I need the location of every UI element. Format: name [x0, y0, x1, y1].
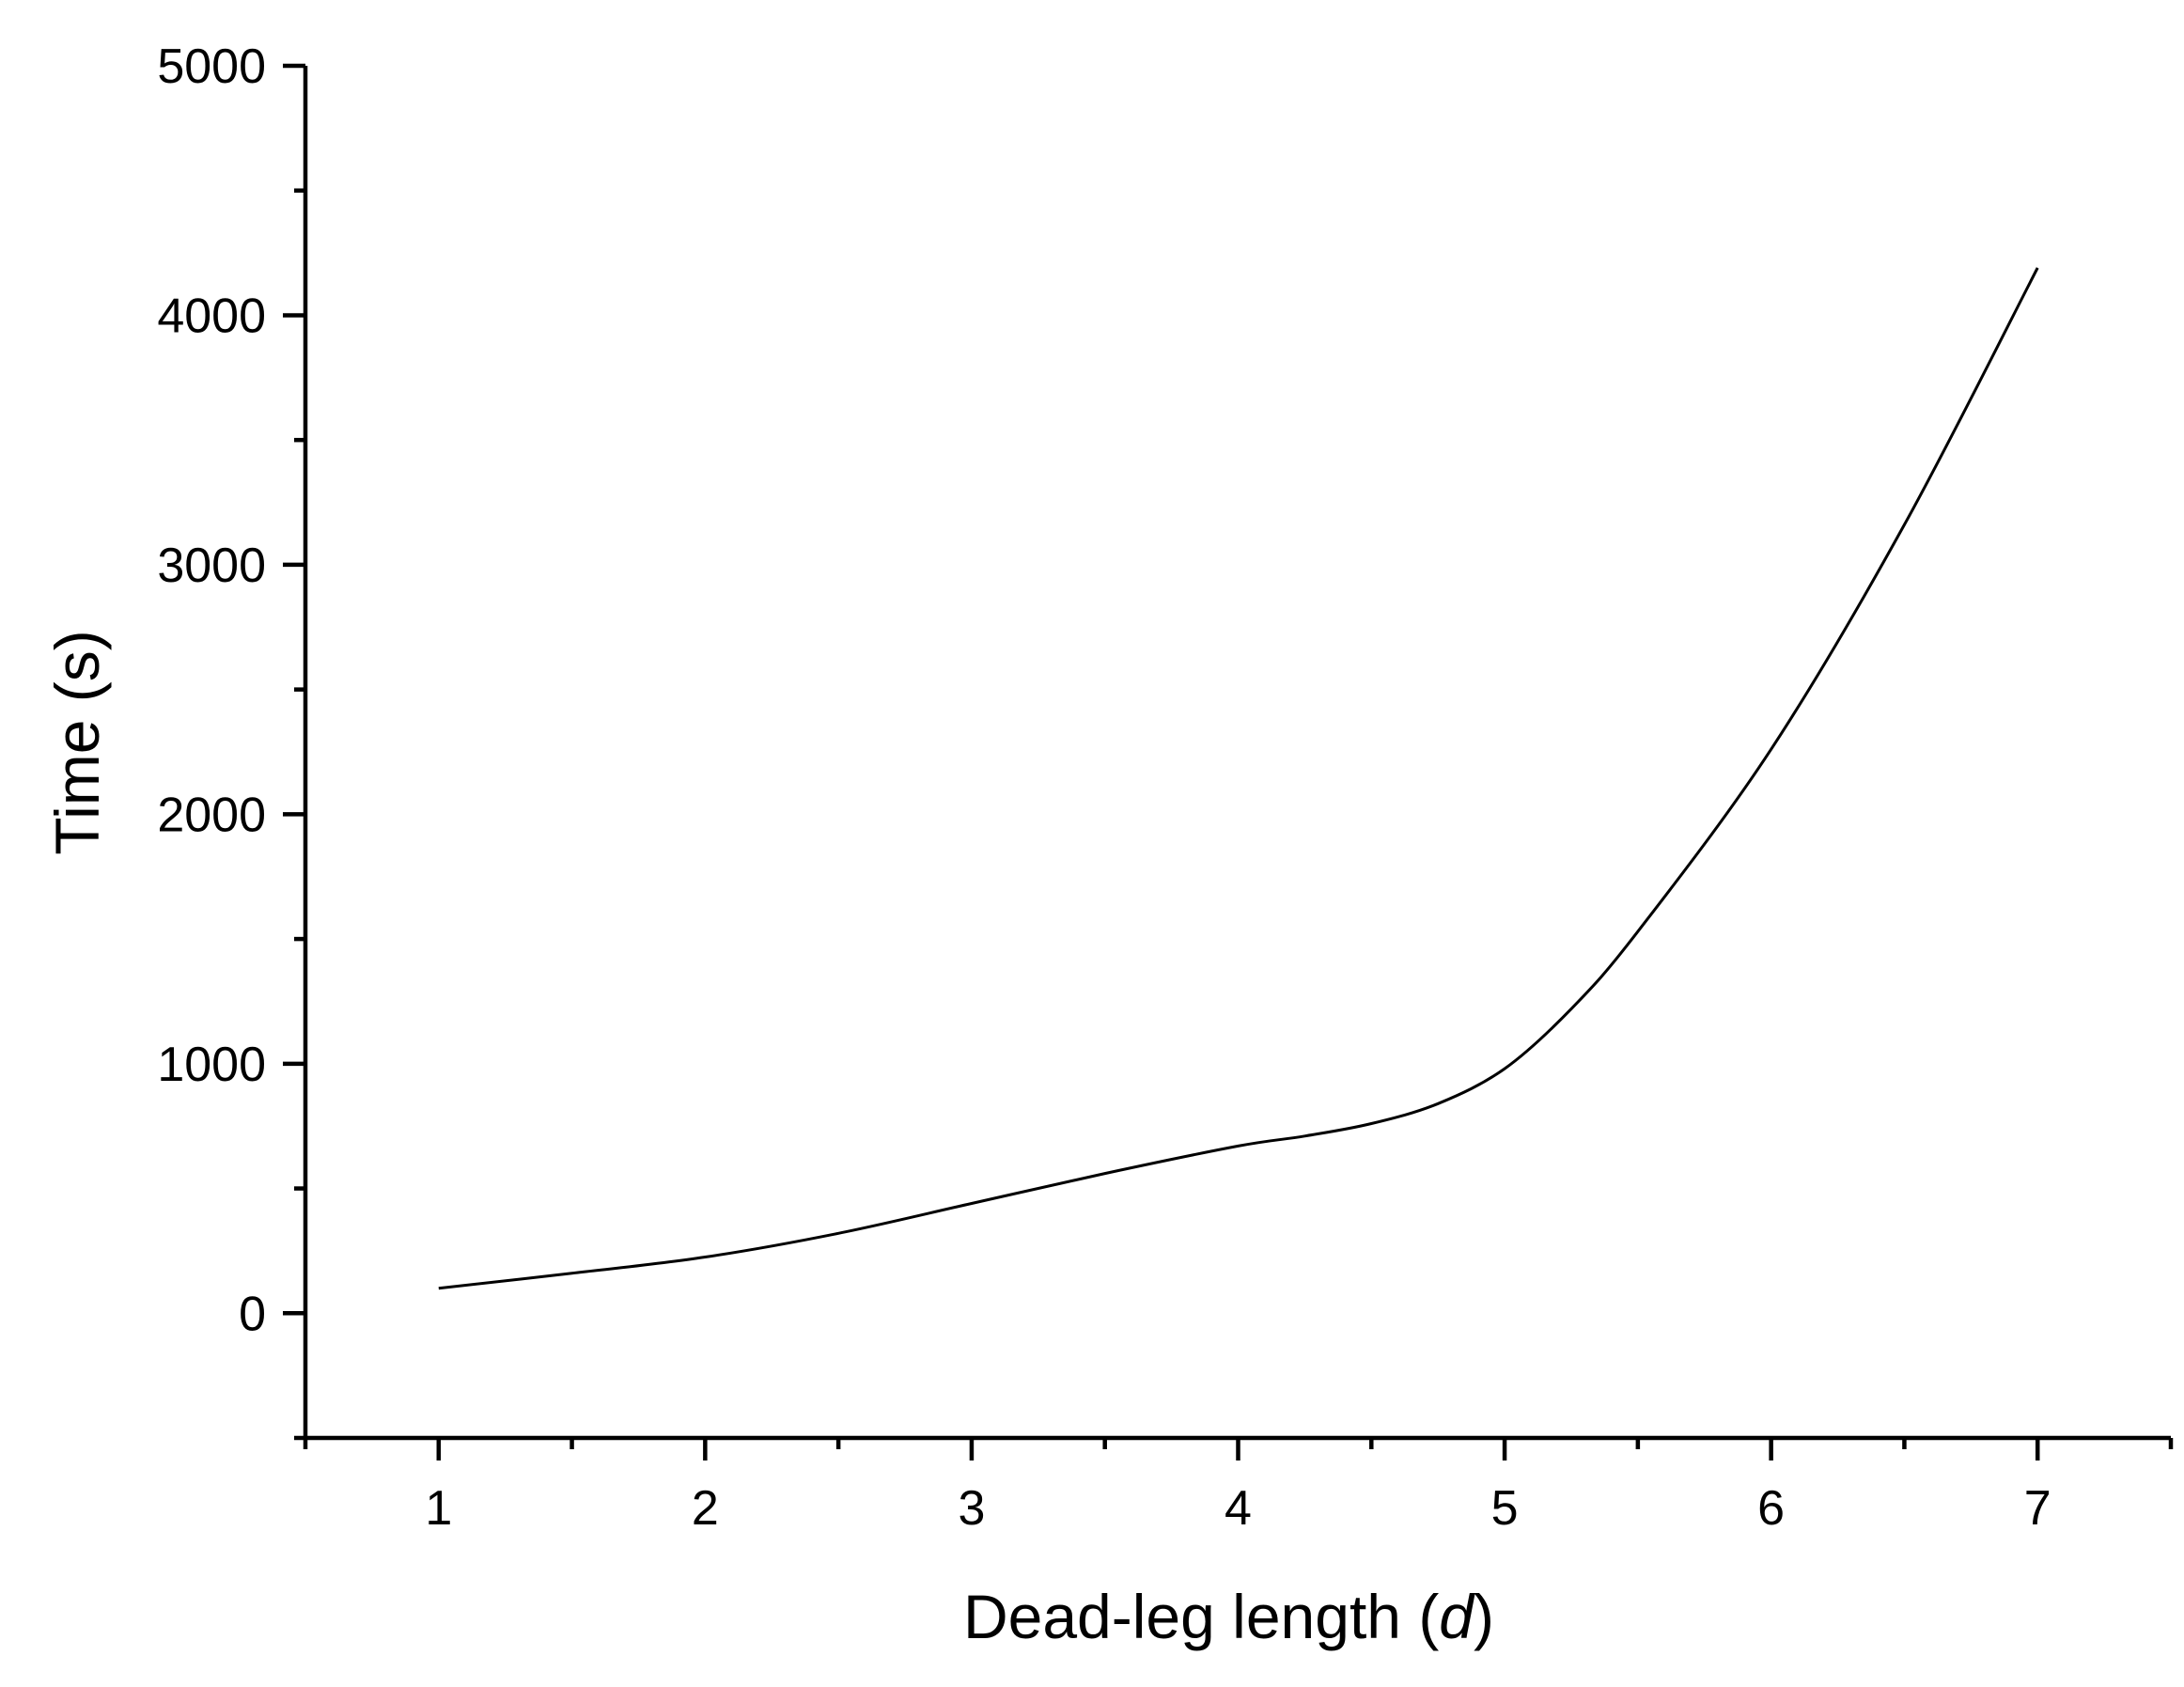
- x-axis-title: Dead-leg length (d): [963, 1582, 1494, 1651]
- y-tick-label: 2000: [157, 788, 266, 842]
- x-tick-label: 5: [1491, 1481, 1519, 1536]
- y-tick-label: 3000: [157, 539, 266, 593]
- y-ticks: 0 1000 2000 3000 4000 5000: [157, 39, 305, 1441]
- y-axis-title: Time (s): [42, 630, 112, 855]
- y-tick-label: 1000: [157, 1038, 266, 1092]
- y-tick-label: 5000: [157, 39, 266, 94]
- series-line: [438, 267, 2039, 1290]
- x-tick-label: 2: [692, 1481, 719, 1536]
- x-axis-title-variable: d: [1439, 1582, 1475, 1651]
- x-tick-label: 6: [1757, 1481, 1785, 1536]
- x-tick-label: 1: [425, 1481, 452, 1536]
- plot-area: 0 1000 2000 3000 4000 5000 1 2 3 4 5 6 7: [157, 39, 2174, 1536]
- x-axis-title-text: Dead-leg length (: [963, 1582, 1439, 1651]
- x-tick-label: 4: [1225, 1481, 1252, 1536]
- y-tick-label: 0: [239, 1287, 266, 1341]
- x-tick-label: 7: [2024, 1481, 2051, 1536]
- y-tick-label: 4000: [157, 289, 266, 343]
- x-ticks: 1 2 3 4 5 6 7: [303, 1438, 2174, 1536]
- x-axis-title-end: ): [1474, 1582, 1494, 1651]
- x-tick-label: 3: [958, 1481, 985, 1536]
